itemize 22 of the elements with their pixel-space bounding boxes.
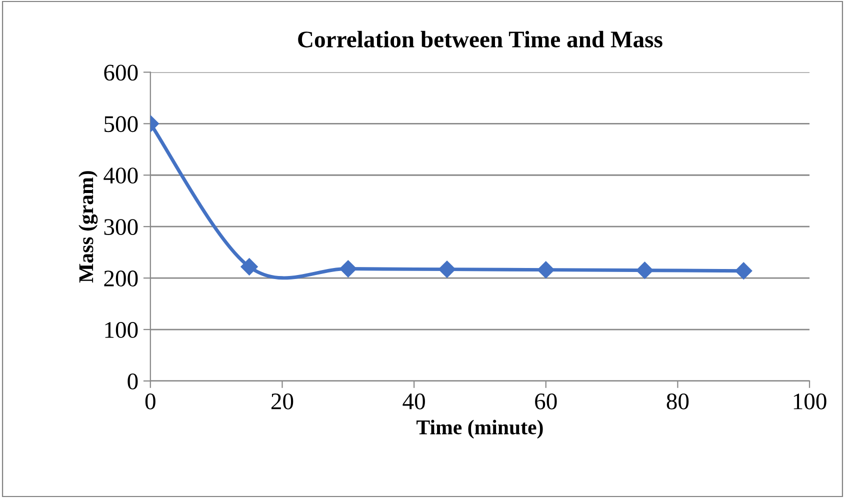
x-tick-label: 40 bbox=[402, 393, 425, 410]
chart-title: Correlation between Time and Mass bbox=[298, 30, 662, 48]
point bbox=[438, 260, 456, 278]
point bbox=[340, 260, 357, 278]
y-axis-title: Mass (gram) bbox=[78, 171, 98, 283]
x-tick-label: 100 bbox=[794, 393, 826, 410]
point bbox=[537, 261, 554, 278]
y-tick-label: 600 bbox=[104, 64, 138, 81]
x-axis-title: Time (minute) bbox=[416, 420, 543, 439]
y-tick-label: 400 bbox=[104, 168, 138, 184]
x-tick-label: 0 bbox=[145, 393, 156, 410]
y-tick-label: 200 bbox=[104, 270, 138, 286]
y-tick-label: 500 bbox=[104, 116, 138, 132]
x-tick-label: 60 bbox=[535, 393, 557, 410]
y-tick-label: 100 bbox=[105, 322, 138, 338]
x-tick-label: 20 bbox=[271, 393, 294, 410]
point bbox=[735, 262, 752, 280]
y-tick-label: 0 bbox=[128, 373, 138, 390]
point bbox=[636, 262, 654, 279]
point bbox=[240, 258, 258, 276]
y-tick-label: 300 bbox=[104, 219, 138, 236]
x-tick-label: 80 bbox=[666, 393, 689, 410]
